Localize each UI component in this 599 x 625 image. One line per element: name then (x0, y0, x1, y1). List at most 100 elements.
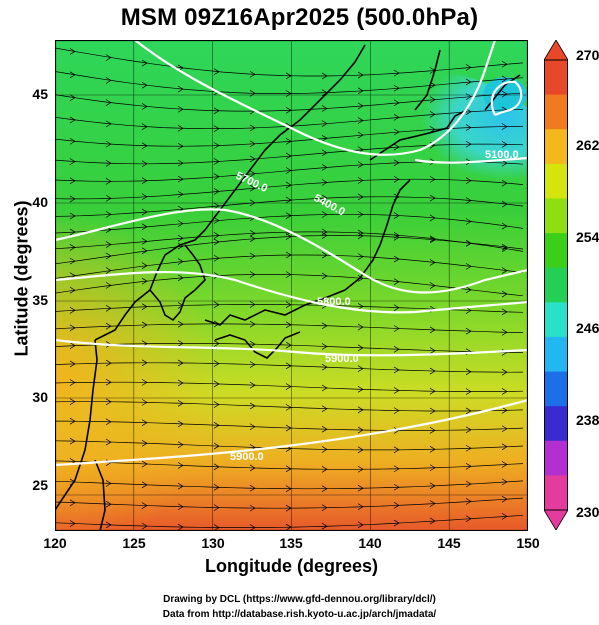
streamline-arrow (357, 193, 364, 201)
streamline-arrow (429, 126, 436, 133)
streamline-arrow (105, 211, 112, 218)
streamline-arrow (285, 523, 292, 531)
streamline-arrow (285, 485, 292, 492)
streamline-arrow (393, 143, 400, 151)
streamline-arrow (321, 322, 328, 330)
streamline-arrow (321, 194, 328, 202)
streamline-arrow (105, 241, 112, 248)
streamline-arrow (393, 99, 400, 107)
streamline-arrow (249, 484, 256, 492)
streamline-arrow (141, 123, 148, 130)
streamline-arrow (465, 93, 472, 100)
colorbar-segment (544, 267, 568, 303)
streamline-arrow (105, 54, 112, 61)
streamline-arrow (249, 271, 256, 278)
streamline-arrow (321, 179, 328, 186)
streamline-arrow (429, 194, 436, 202)
streamline-arrow (285, 424, 292, 432)
streamline-arrow (213, 158, 220, 165)
streamline-arrow (141, 177, 148, 185)
streamline-arrow (249, 340, 256, 348)
streamline-arrow (465, 462, 472, 470)
streamline-arrow (465, 498, 472, 505)
streamline-arrow (69, 360, 76, 368)
streamline-arrow (141, 359, 148, 367)
colorbar-segment (544, 406, 568, 442)
streamline-arrow (501, 179, 508, 187)
x-tick-label: 130 (201, 535, 225, 551)
streamline (55, 178, 524, 200)
streamline-arrow (105, 267, 112, 274)
streamline-arrow (465, 407, 472, 415)
streamline-arrow (141, 193, 148, 201)
map-plot: 5100.0 5400.0 5700.0 5800.0 5900.0 5900.… (55, 40, 528, 531)
streamline-arrow (321, 446, 328, 453)
streamline-arrow (177, 142, 184, 150)
streamline-arrow (249, 301, 256, 308)
streamline-arrow (285, 271, 292, 278)
streamline-arrow (141, 439, 148, 447)
streamline-arrow (357, 303, 364, 310)
coastlines (55, 44, 521, 531)
x-tick-label: 125 (122, 535, 146, 551)
streamline-arrow (501, 243, 508, 251)
streamline-arrow (357, 161, 364, 169)
colorbar-segment (544, 233, 568, 269)
streamline (55, 514, 524, 528)
y-tick-label: 35 (32, 292, 48, 308)
streamline-arrow (105, 398, 112, 406)
streamline-arrow (465, 140, 472, 148)
colorbar-segment (544, 371, 568, 407)
streamline-arrow (69, 158, 76, 165)
streamline-arrow (501, 200, 508, 208)
streamline-arrow (69, 324, 76, 332)
streamline (55, 460, 524, 470)
streamline-arrow (105, 178, 112, 185)
streamline-arrow (249, 402, 256, 410)
streamline-arrow (357, 465, 364, 473)
streamline-arrow (465, 197, 472, 204)
streamline-arrow (285, 301, 292, 309)
streamline-arrow (321, 149, 328, 157)
streamline-arrow (357, 386, 364, 393)
streamline-arrow (393, 366, 400, 374)
streamline-arrow (69, 342, 76, 349)
streamline-arrow (69, 417, 76, 425)
streamline-arrow (141, 238, 148, 245)
streamline-arrow (465, 263, 472, 270)
streamline-arrow (213, 380, 220, 388)
streamline-arrow (105, 252, 112, 260)
streamline-arrow (177, 175, 184, 183)
streamline-arrow (429, 236, 436, 244)
streamline-arrow (465, 177, 472, 184)
colorbar-tick: 270 (576, 47, 599, 63)
streamline-arrow (285, 251, 292, 259)
streamline-arrow (357, 253, 364, 260)
streamline-arrow (141, 160, 148, 168)
streamline-arrow (177, 191, 184, 198)
streamline-arrow (501, 443, 508, 451)
streamline-arrow (249, 504, 256, 512)
streamline-arrow (141, 223, 148, 231)
colorbar-tick: 230 (576, 504, 599, 520)
streamline-arrow (429, 500, 436, 507)
streamline-arrow (393, 69, 400, 77)
streamline-arrow (393, 345, 400, 353)
x-axis-label: Longitude (degrees) (204, 556, 378, 576)
streamline-arrow (249, 199, 256, 207)
streamline-arrow (141, 321, 148, 329)
streamline-arrow (105, 500, 112, 508)
streamline-arrow (501, 123, 508, 130)
streamline-arrow (501, 308, 508, 316)
streamline-arrow (321, 105, 328, 112)
streamline-arrow (141, 379, 148, 386)
x-tick-label: 150 (516, 535, 540, 551)
streamline-arrow (501, 495, 508, 503)
streamline-arrow (357, 229, 364, 237)
colorbar-segment (544, 94, 568, 130)
colorbar-segment (544, 475, 568, 511)
streamline-arrow (141, 142, 148, 150)
streamline-arrow (393, 128, 400, 136)
streamline-arrow (501, 75, 508, 83)
streamline-arrow (429, 445, 436, 453)
